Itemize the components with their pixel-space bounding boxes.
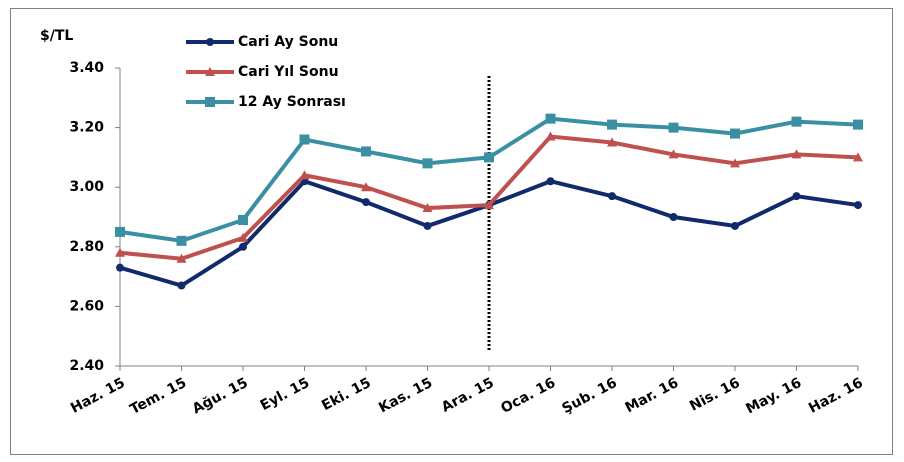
y-tick-label: 2.40 xyxy=(69,358,104,374)
y-tick-label: 3.20 xyxy=(69,120,104,136)
legend-label: Cari Ay Sonu xyxy=(238,34,338,50)
data-point xyxy=(484,152,494,163)
data-point xyxy=(299,134,310,145)
data-point xyxy=(608,192,616,201)
chart-border xyxy=(10,8,893,455)
data-point xyxy=(730,128,740,139)
data-point xyxy=(362,198,370,207)
data-point xyxy=(422,203,433,213)
legend-marker xyxy=(205,97,215,107)
data-point xyxy=(730,158,740,168)
data-point xyxy=(361,146,371,157)
data-point xyxy=(545,113,556,124)
data-point xyxy=(238,232,248,242)
data-point xyxy=(115,226,125,237)
legend-marker xyxy=(205,67,215,76)
data-point xyxy=(239,242,247,251)
data-point xyxy=(668,149,679,159)
y-tick-label: 3.40 xyxy=(69,60,104,76)
y-tick-label: 2.60 xyxy=(69,298,104,314)
data-point xyxy=(546,177,555,186)
data-point xyxy=(422,158,433,169)
data-point xyxy=(545,131,556,141)
data-point xyxy=(299,170,310,180)
data-point xyxy=(423,221,432,230)
data-point xyxy=(853,119,863,130)
y-axis-label: $/TL xyxy=(40,28,73,44)
data-point xyxy=(177,281,186,290)
data-point xyxy=(791,116,802,127)
data-point xyxy=(607,119,617,130)
data-point xyxy=(668,122,679,133)
data-point xyxy=(731,221,739,230)
y-tick-label: 3.00 xyxy=(69,179,104,195)
data-point xyxy=(484,200,494,210)
data-point xyxy=(853,152,863,162)
legend-marker xyxy=(206,38,214,46)
data-point xyxy=(791,149,802,159)
data-point xyxy=(669,213,678,221)
data-point xyxy=(792,192,801,201)
data-point xyxy=(854,201,862,210)
data-point xyxy=(238,214,248,225)
data-point xyxy=(176,253,187,263)
legend-label: Cari Yıl Sonu xyxy=(238,64,339,80)
legend-label: 12 Ay Sonrası xyxy=(238,94,346,110)
data-point xyxy=(176,235,187,246)
data-point xyxy=(115,247,125,257)
data-point xyxy=(607,137,617,147)
y-tick-label: 2.80 xyxy=(69,239,104,255)
data-point xyxy=(361,182,371,192)
data-point xyxy=(116,263,124,272)
